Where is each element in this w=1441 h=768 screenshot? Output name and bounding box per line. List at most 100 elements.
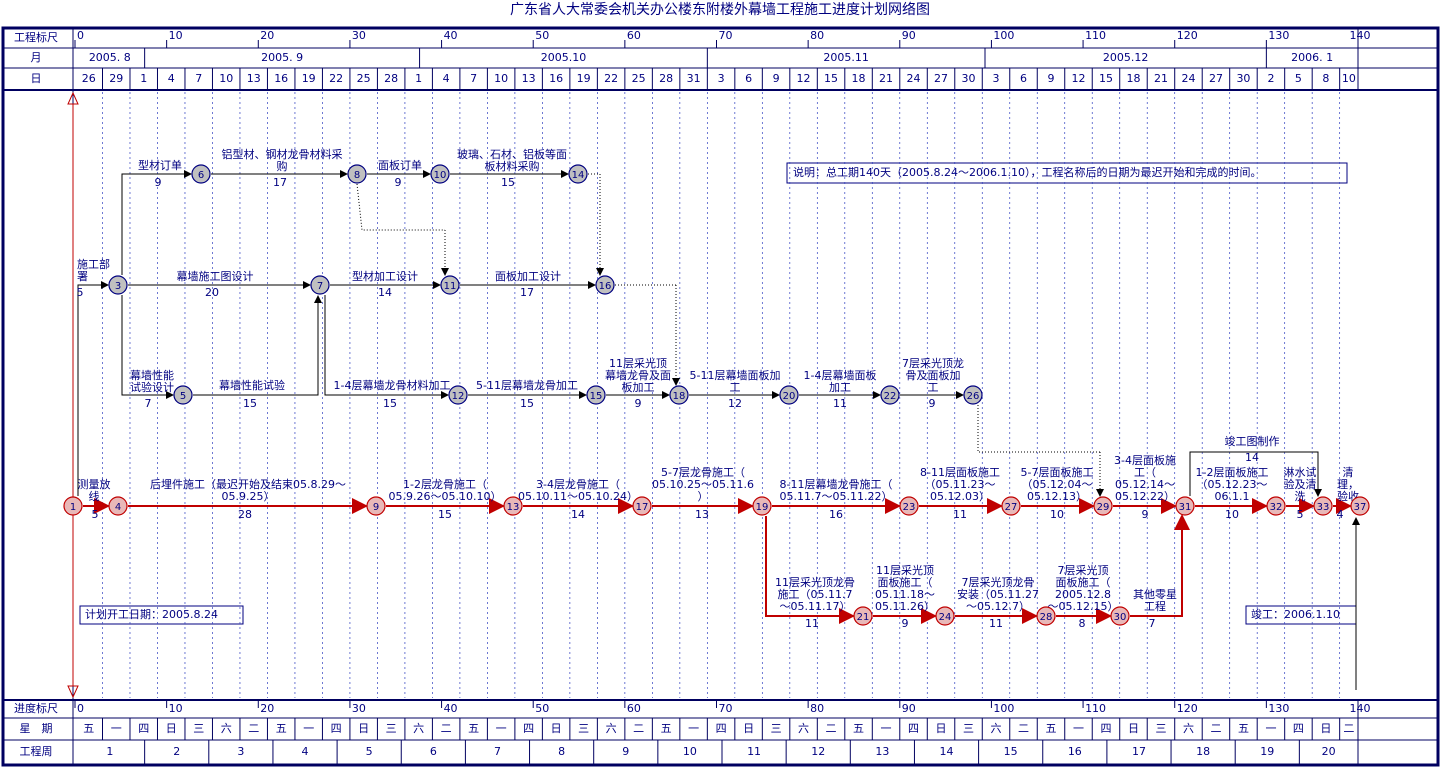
- node: [108, 275, 128, 295]
- weekday: 三: [193, 722, 204, 735]
- node: [1350, 496, 1370, 516]
- activity-arrow: [121, 295, 174, 399]
- activity-name: 玻璃、石材、铝板等面: [457, 147, 567, 161]
- activity-name: 洗: [1295, 490, 1306, 503]
- weekday: 二: [248, 722, 259, 735]
- activity-name: 工（: [1134, 466, 1156, 479]
- ruler-tick-label: 120: [1177, 29, 1198, 42]
- weekday: 二: [1210, 722, 1221, 735]
- activity-duration: 17: [273, 176, 287, 189]
- node-label: 13: [507, 502, 520, 513]
- activity-duration: 9: [395, 176, 402, 189]
- day: 25: [632, 72, 646, 85]
- weekday: 五: [661, 722, 672, 735]
- day: 21: [879, 72, 893, 85]
- ruler-tick-label: 60: [627, 702, 641, 715]
- ruler-tick-label: 20: [260, 702, 274, 715]
- node-label: 15: [590, 391, 603, 402]
- weekday: 二: [441, 722, 452, 735]
- activity-duration: 15: [501, 176, 515, 189]
- week: 15: [1004, 745, 1018, 758]
- weekday: 一: [881, 722, 892, 735]
- week: 9: [622, 745, 629, 758]
- weekday: 四: [716, 722, 727, 735]
- ruler-label: 工程标尺: [14, 30, 58, 44]
- activity-duration: 16: [829, 508, 843, 521]
- grid-frame: [3, 28, 1438, 765]
- node-label: 12: [452, 391, 465, 402]
- title: 广东省人大常委会机关办公楼东附楼外幕墙工程施工进度计划网络图: [510, 2, 930, 18]
- activity-name: 05.9.25）: [222, 490, 275, 503]
- activity-name: 06.1.1: [1215, 490, 1250, 503]
- activity-name: 3-4层面板施: [1114, 453, 1176, 467]
- weekday: 三: [771, 722, 782, 735]
- day: 19: [302, 72, 316, 85]
- day: 16: [274, 72, 288, 85]
- node: [1175, 496, 1195, 516]
- node: [1093, 496, 1113, 516]
- activity-name: ）: [698, 490, 709, 503]
- ruler-tick-label: 130: [1268, 29, 1289, 42]
- day: 15: [1099, 72, 1113, 85]
- day: 30: [962, 72, 976, 85]
- activity-name: 5-7层面板施工: [1021, 465, 1094, 479]
- node: [752, 496, 772, 516]
- week: 3: [237, 745, 244, 758]
- week: 1: [106, 745, 113, 758]
- day: 12: [797, 72, 811, 85]
- node-label: 31: [1179, 502, 1192, 513]
- week: 14: [940, 745, 954, 758]
- activity-name: 清: [1343, 466, 1354, 479]
- node-label: 4: [115, 502, 121, 513]
- node-label: 11: [444, 281, 457, 292]
- node-label: 30: [1114, 612, 1127, 623]
- weekday: 二: [633, 722, 644, 735]
- note: 计划开工日期：2005.8.24: [85, 608, 218, 621]
- node-label: 10: [434, 170, 447, 181]
- activity-name: 05.12.22）: [1115, 490, 1175, 503]
- node: [935, 606, 955, 626]
- activity-arrow: [765, 516, 855, 624]
- node: [191, 164, 211, 184]
- ruler-tick-label: 30: [352, 702, 366, 715]
- activity-arrow: [77, 281, 109, 496]
- weekday: 三: [386, 722, 397, 735]
- activity-name: （05.12.23～: [1197, 478, 1268, 491]
- day: 6: [745, 72, 752, 85]
- activity-duration: 5: [1297, 508, 1304, 521]
- day: 27: [934, 72, 948, 85]
- activity-name: 1-2层龙骨施工（: [403, 478, 487, 491]
- node-label: 24: [939, 612, 952, 623]
- activity-name: （05.12.04～: [1022, 478, 1093, 491]
- activity-arrow: [121, 170, 192, 275]
- weekday: 六: [413, 722, 424, 735]
- activity-duration: 7: [145, 397, 152, 410]
- weekday-label: 星 期: [20, 722, 53, 735]
- node: [1036, 606, 1056, 626]
- node: [173, 385, 193, 405]
- activity-name: 板加工: [622, 380, 655, 394]
- activity-name: 后埋件施工（最迟开始及结束05.8.29～: [150, 477, 346, 491]
- ruler-tick-label: 30: [352, 29, 366, 42]
- weekday: 日: [358, 722, 369, 735]
- activity-name: 幕墙性能试验: [219, 378, 285, 392]
- activity-duration: 4: [1337, 508, 1344, 521]
- day: 9: [1047, 72, 1054, 85]
- day: 12: [1071, 72, 1085, 85]
- activity-name: 面板加工设计: [495, 269, 561, 283]
- day: 24: [907, 72, 921, 85]
- week: 11: [747, 745, 761, 758]
- ruler-tick-label: 90: [902, 29, 916, 42]
- node: [347, 164, 367, 184]
- weekday: 五: [468, 722, 479, 735]
- day: 1: [415, 72, 422, 85]
- activity-name: 05.9.26～05.10.10）: [389, 490, 502, 503]
- activity-duration: 10: [1050, 508, 1064, 521]
- activity-name: 工: [730, 381, 741, 394]
- day: 19: [577, 72, 591, 85]
- week: 5: [366, 745, 373, 758]
- day: 18: [852, 72, 866, 85]
- activity-duration: 14: [571, 508, 585, 521]
- node-label: 9: [373, 502, 379, 513]
- node: [503, 496, 523, 516]
